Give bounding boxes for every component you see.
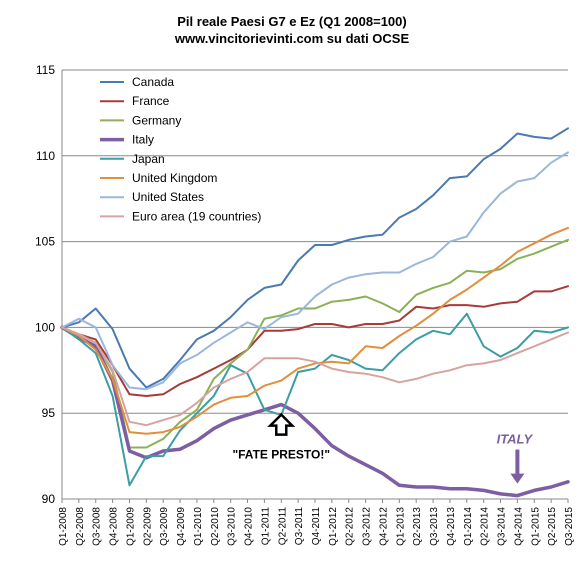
legend-entry: United Kingdom [132, 171, 217, 185]
series-line-united-kingdom [61, 226, 569, 435]
series-line-france [61, 285, 569, 397]
x-tick-label: Q3-2013 [429, 507, 440, 546]
x-tick-label: Q3-2010 [227, 507, 238, 546]
legend: Canada France Germany Italy Japan United King… [100, 75, 261, 223]
x-tick-label: Q2-2009 [142, 507, 153, 546]
x-tick-label: Q3-2009 [159, 507, 170, 546]
x-tick-label: Q3-2008 [92, 507, 103, 546]
x-tick-label: Q1-2012 [328, 507, 339, 546]
y-tick-label: 90 [42, 492, 56, 506]
x-tick-label: Q2-2012 [345, 507, 356, 546]
x-tick-label: Q1-2014 [463, 507, 474, 546]
chart-title: Pil reale Paesi G7 e Ez (Q1 2008=100) [177, 14, 406, 29]
x-tick-label: Q2-2015 [547, 507, 558, 546]
x-tick-label: Q2-2013 [412, 507, 423, 546]
x-tick-label: Q3-2015 [564, 507, 575, 546]
x-tick-label: Q1-2008 [58, 507, 69, 546]
legend-entry: Canada [132, 75, 174, 89]
legend-entry: Germany [132, 113, 181, 127]
x-tick-label: Q4-2008 [109, 507, 120, 546]
y-axis-ticks: 90 95 100 105 110 115 [35, 63, 55, 506]
x-tick-label: Q4-2009 [176, 507, 187, 546]
series-line-united-states [61, 151, 569, 391]
x-tick-label: Q4-2012 [378, 507, 389, 546]
x-tick-label: Q4-2011 [311, 507, 322, 546]
x-tick-label: Q2-2014 [480, 507, 491, 546]
x-tick-label: Q1-2011 [260, 507, 271, 546]
x-tick-label: Q1-2015 [530, 507, 541, 546]
x-tick-label: Q4-2014 [513, 507, 524, 546]
x-tick-label: Q3-2014 [497, 507, 508, 546]
x-tick-label: Q4-2010 [244, 507, 255, 546]
fate-presto-label: "FATE PRESTO!" [232, 448, 330, 462]
series-line-euro-area-19-countries [61, 326, 569, 427]
y-tick-label: 100 [35, 320, 55, 334]
legend-entry: Euro area (19 countries) [132, 209, 261, 223]
annotations: "FATE PRESTO!" ITALY [232, 412, 534, 484]
series-line-canada [61, 127, 569, 389]
chart-subtitle: www.vincitorievinti.com su dati OCSE [174, 31, 410, 46]
italy-label: ITALY [497, 432, 534, 447]
x-tick-label: Q3-2011 [294, 507, 305, 546]
italy-arrow-head [510, 473, 525, 484]
x-tick-label: Q3-2012 [362, 507, 373, 546]
x-tick-label: Q2-2011 [277, 507, 288, 546]
legend-entry: Italy [132, 133, 154, 147]
fate-presto-arrow [267, 412, 296, 436]
x-axis-ticks: Q1-2008 Q2-2008 Q3-2008 Q4-2008 Q1-2009 Q2-20… [58, 499, 575, 546]
gridlines [61, 69, 568, 500]
legend-entry: Japan [132, 152, 165, 166]
x-tick-label: Q1-2013 [395, 507, 406, 546]
series-lines [60, 127, 570, 498]
x-tick-label: Q2-2008 [75, 507, 86, 546]
y-tick-label: 115 [36, 63, 55, 77]
x-tick-label: Q1-2010 [193, 507, 204, 546]
y-tick-label: 110 [36, 149, 55, 163]
series-line-japan [61, 312, 569, 487]
legend-entry: France [132, 94, 170, 108]
series-line-germany [61, 238, 569, 449]
x-tick-label: Q4-2013 [446, 507, 457, 546]
x-tick-label: Q1-2009 [125, 507, 136, 546]
y-tick-label: 95 [42, 406, 56, 420]
x-tick-label: Q2-2010 [210, 507, 221, 546]
legend-entry: United States [132, 190, 204, 204]
y-tick-label: 105 [35, 235, 55, 249]
